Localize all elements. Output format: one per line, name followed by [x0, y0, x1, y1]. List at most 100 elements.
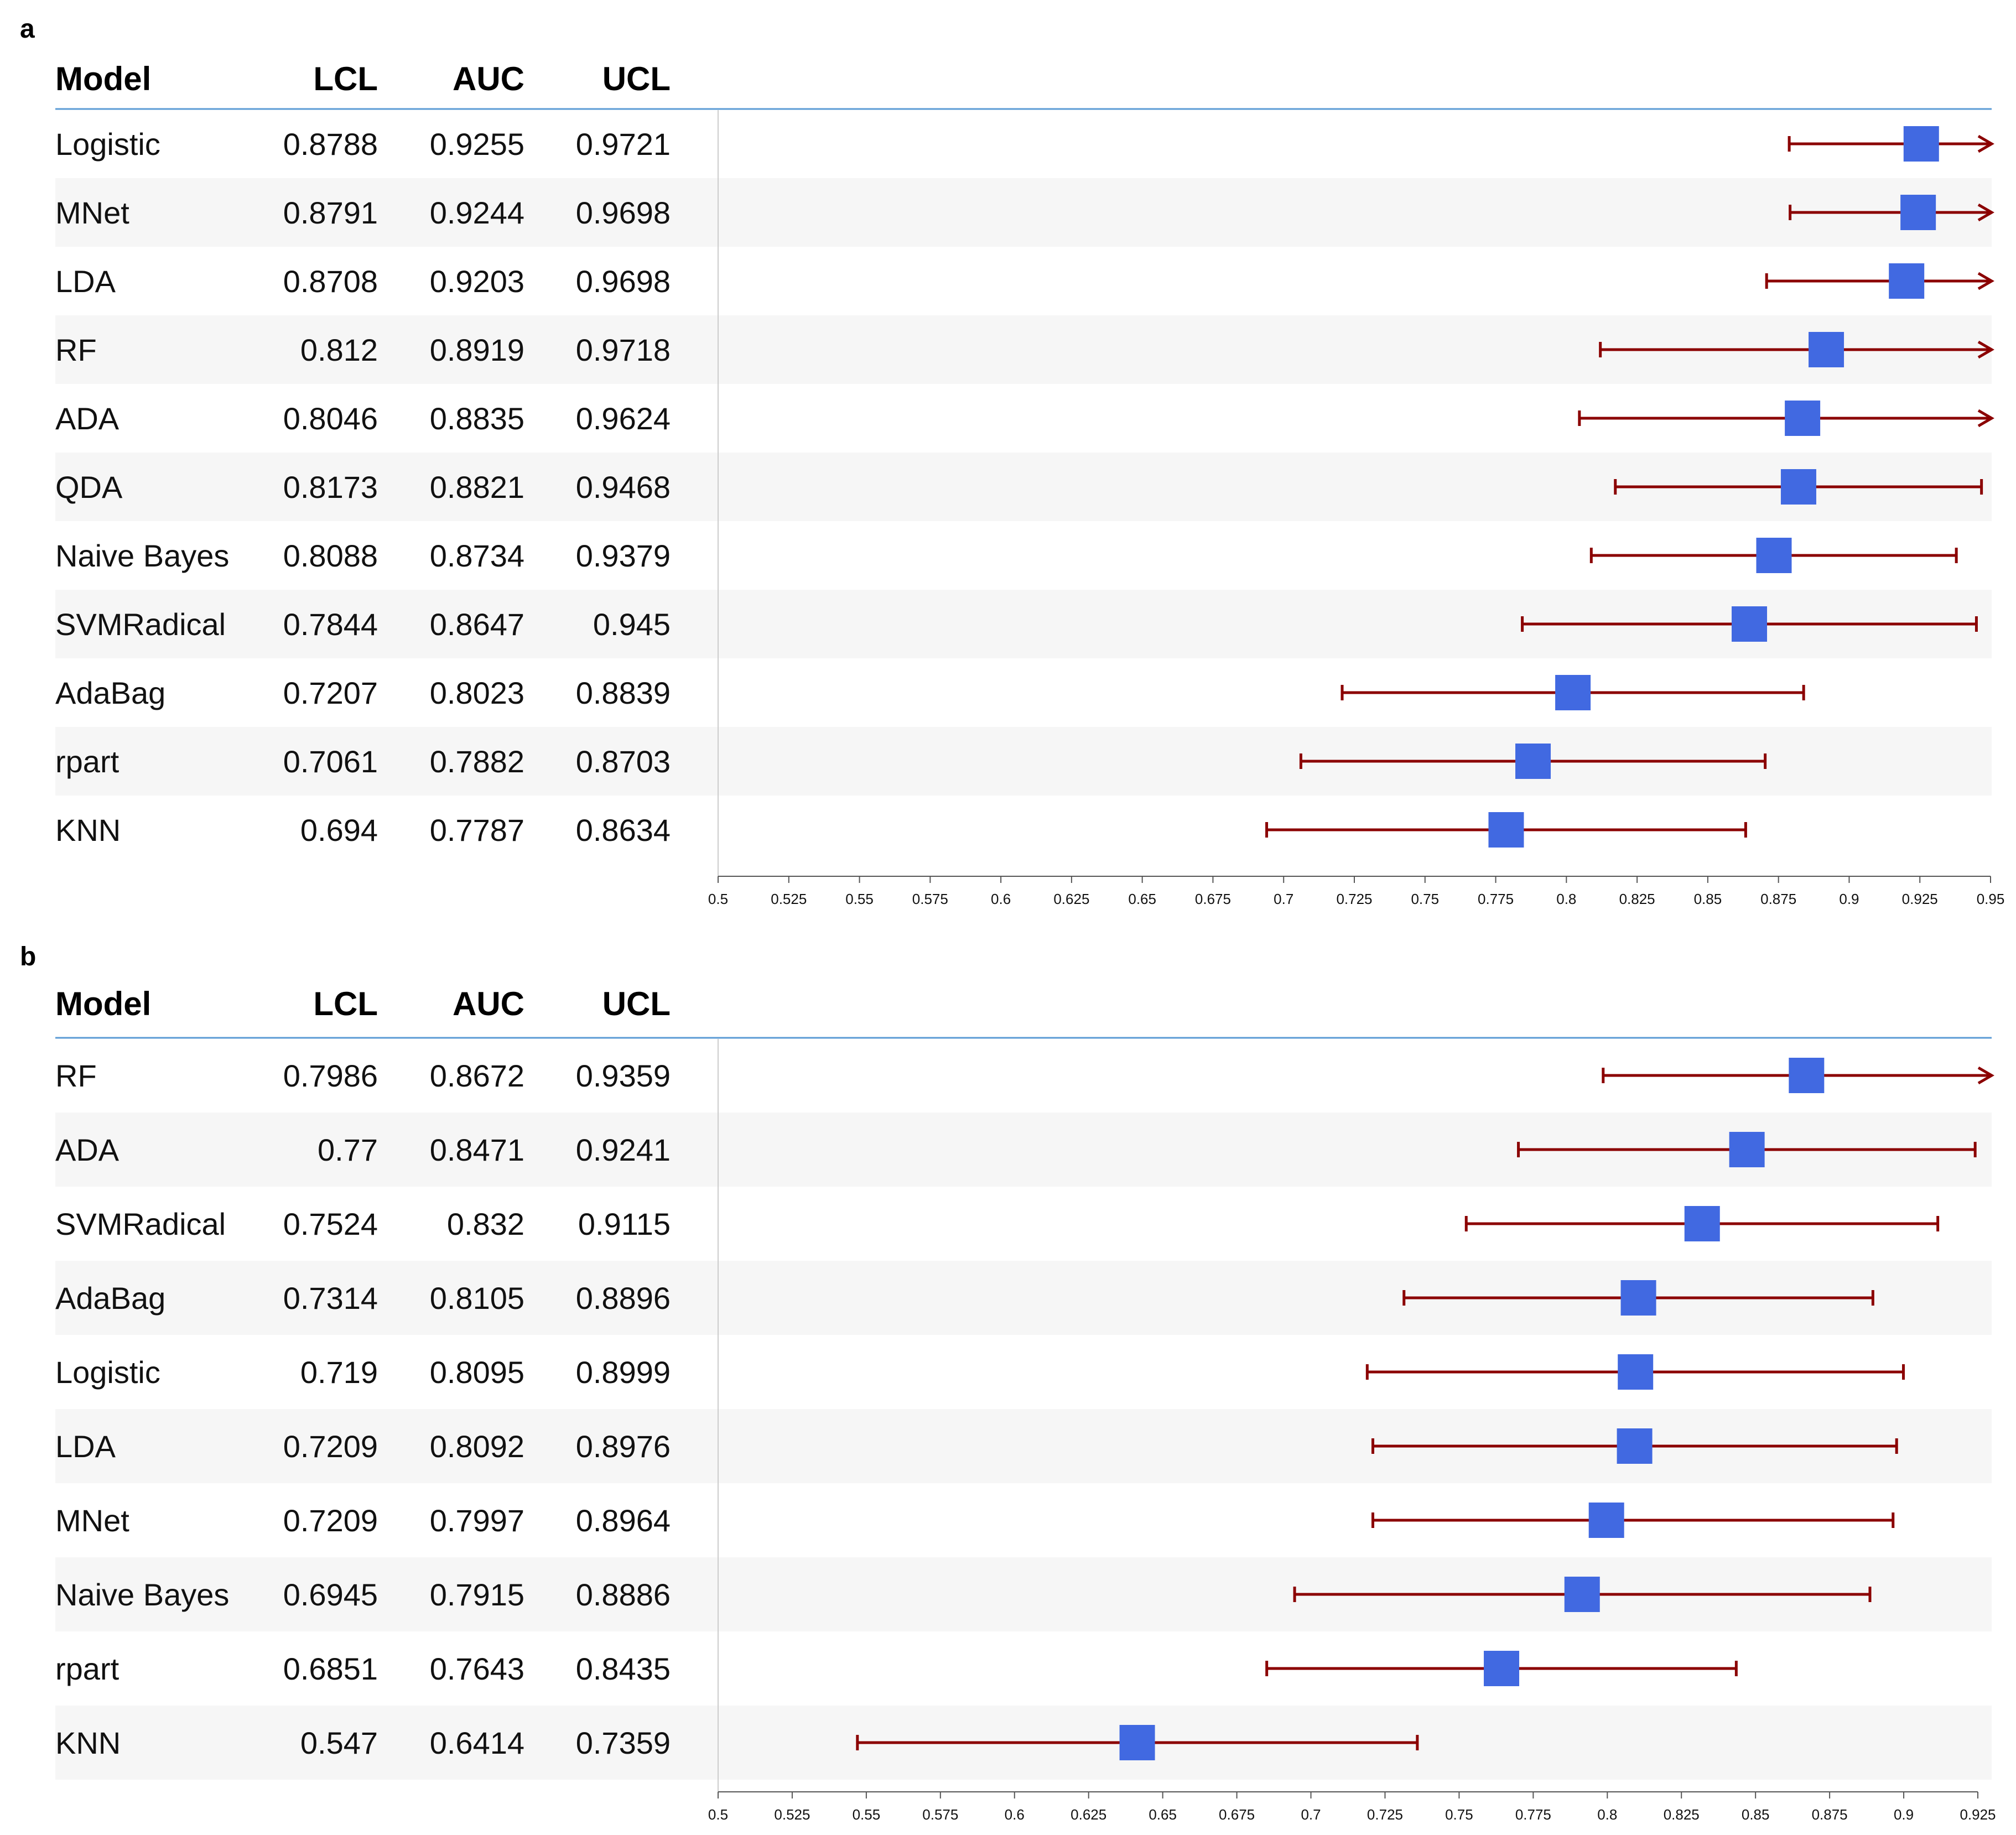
x-tick-label: 0.675: [1195, 891, 1231, 907]
x-tick-label: 0.75: [1411, 891, 1439, 907]
table-row: SVMRadical 0.7524 0.832 0.9115: [55, 1206, 1940, 1241]
x-tick-label: 0.5: [708, 891, 728, 907]
lcl-value: 0.7207: [283, 675, 378, 710]
auc-value: 0.8672: [430, 1058, 524, 1093]
x-tick-label: 0.8: [1597, 1806, 1617, 1823]
auc-value: 0.832: [447, 1207, 524, 1241]
ucl-value: 0.9721: [576, 127, 671, 162]
table-row: Naive Bayes 0.8088 0.8734 0.9379: [55, 538, 1958, 573]
ci-upper-arrow: [1977, 134, 1994, 153]
table-row: rpart 0.7061 0.7882 0.8703: [55, 744, 1767, 779]
ci-upper-arrow: [1977, 203, 1994, 222]
x-tick-label: 0.875: [1760, 891, 1796, 907]
x-tick-label: 0.85: [1742, 1806, 1770, 1823]
header-ucl: UCL: [602, 60, 671, 97]
x-tick-label: 0.6: [1005, 1806, 1025, 1823]
lcl-value: 0.8788: [283, 127, 378, 162]
auc-value: 0.9244: [430, 195, 524, 230]
auc-value: 0.8095: [430, 1355, 524, 1390]
table-row: LDA 0.8708 0.9203 0.9698: [55, 263, 1994, 299]
auc-value: 0.7915: [430, 1577, 524, 1612]
model-name: LDA: [55, 1429, 116, 1464]
ucl-value: 0.9468: [576, 470, 671, 505]
x-tick-label: 0.5: [708, 1806, 728, 1823]
x-tick-label: 0.675: [1219, 1806, 1255, 1823]
auc-point: [1484, 1651, 1520, 1686]
x-tick-label: 0.875: [1812, 1806, 1848, 1823]
auc-point: [1515, 744, 1551, 779]
lcl-value: 0.77: [318, 1132, 378, 1167]
model-name: SVMRadical: [55, 1207, 226, 1241]
auc-value: 0.8821: [430, 470, 524, 505]
ucl-value: 0.8999: [576, 1355, 671, 1390]
x-tick-label: 0.925: [1902, 891, 1938, 907]
header-model: Model: [55, 60, 151, 97]
auc-point: [1620, 1280, 1656, 1316]
ucl-value: 0.9718: [576, 332, 671, 367]
lcl-value: 0.547: [300, 1725, 378, 1760]
auc-value: 0.8092: [430, 1429, 524, 1464]
auc-point: [1555, 675, 1591, 710]
lcl-value: 0.719: [300, 1355, 378, 1390]
ucl-value: 0.9698: [576, 264, 671, 299]
lcl-value: 0.694: [300, 813, 378, 848]
x-tick-label: 0.65: [1128, 891, 1156, 907]
x-tick-label: 0.85: [1694, 891, 1722, 907]
auc-point: [1588, 1503, 1624, 1538]
auc-point: [1564, 1577, 1600, 1612]
ucl-value: 0.8976: [576, 1429, 671, 1464]
header-auc: AUC: [453, 60, 524, 97]
ucl-value: 0.9115: [578, 1207, 671, 1241]
lcl-value: 0.7524: [283, 1207, 378, 1241]
forest-panel-a: a Model LCL AUC UCL Logistic 0.8788 0.9255 0.972…: [20, 14, 2004, 907]
ucl-value: 0.8435: [576, 1651, 671, 1686]
model-name: ADA: [55, 1132, 119, 1167]
model-name: MNet: [55, 1503, 129, 1538]
model-name: Logistic: [55, 1355, 160, 1390]
auc-point: [1119, 1725, 1155, 1760]
model-name: Logistic: [55, 127, 160, 162]
lcl-value: 0.8708: [283, 264, 378, 299]
ci-upper-arrow: [1977, 340, 1994, 359]
auc-value: 0.9203: [430, 264, 524, 299]
auc-value: 0.8023: [430, 675, 524, 710]
lcl-value: 0.7061: [283, 744, 378, 779]
auc-value: 0.8471: [430, 1132, 524, 1167]
model-name: RF: [55, 1058, 97, 1093]
model-name: Naive Bayes: [55, 1577, 229, 1612]
auc-value: 0.7643: [430, 1651, 524, 1686]
x-tick-label: 0.625: [1053, 891, 1089, 907]
panel-label: b: [20, 942, 36, 971]
table-row: LDA 0.7209 0.8092 0.8976: [55, 1428, 1898, 1464]
auc-point: [1809, 332, 1844, 367]
x-tick-label: 0.775: [1515, 1806, 1551, 1823]
auc-point: [1729, 1132, 1765, 1167]
table-row: KNN 0.694 0.7787 0.8634: [55, 812, 1747, 848]
table-row: ADA 0.8046 0.8835 0.9624: [55, 401, 1994, 436]
auc-value: 0.8105: [430, 1281, 524, 1316]
table-row: RF 0.7986 0.8672 0.9359: [55, 1058, 1994, 1093]
x-tick-label: 0.725: [1367, 1806, 1403, 1823]
table-row: AdaBag 0.7207 0.8023 0.8839: [55, 675, 1805, 710]
auc-value: 0.6414: [430, 1725, 524, 1760]
auc-value: 0.8647: [430, 607, 524, 642]
auc-value: 0.8734: [430, 538, 524, 573]
table-row: rpart 0.6851 0.7643 0.8435: [55, 1651, 1738, 1686]
auc-value: 0.7997: [430, 1503, 524, 1538]
model-name: rpart: [55, 744, 119, 779]
ci-upper-arrow: [1977, 1066, 1994, 1085]
auc-value: 0.8919: [430, 332, 524, 367]
x-tick-label: 0.575: [912, 891, 948, 907]
table-row: Logistic 0.719 0.8095 0.8999: [55, 1354, 1905, 1390]
x-tick-label: 0.825: [1664, 1806, 1700, 1823]
table-row: Logistic 0.8788 0.9255 0.9721: [55, 126, 1994, 162]
table-row: RF 0.812 0.8919 0.9718: [55, 332, 1994, 367]
table-row: Naive Bayes 0.6945 0.7915 0.8886: [55, 1577, 1872, 1612]
auc-point: [1903, 126, 1939, 162]
table-row: KNN 0.547 0.6414 0.7359: [55, 1725, 1419, 1760]
ucl-value: 0.9624: [576, 401, 671, 436]
ci-upper-arrow: [1977, 272, 1994, 290]
ucl-value: 0.9241: [576, 1132, 671, 1167]
model-name: ADA: [55, 401, 119, 436]
